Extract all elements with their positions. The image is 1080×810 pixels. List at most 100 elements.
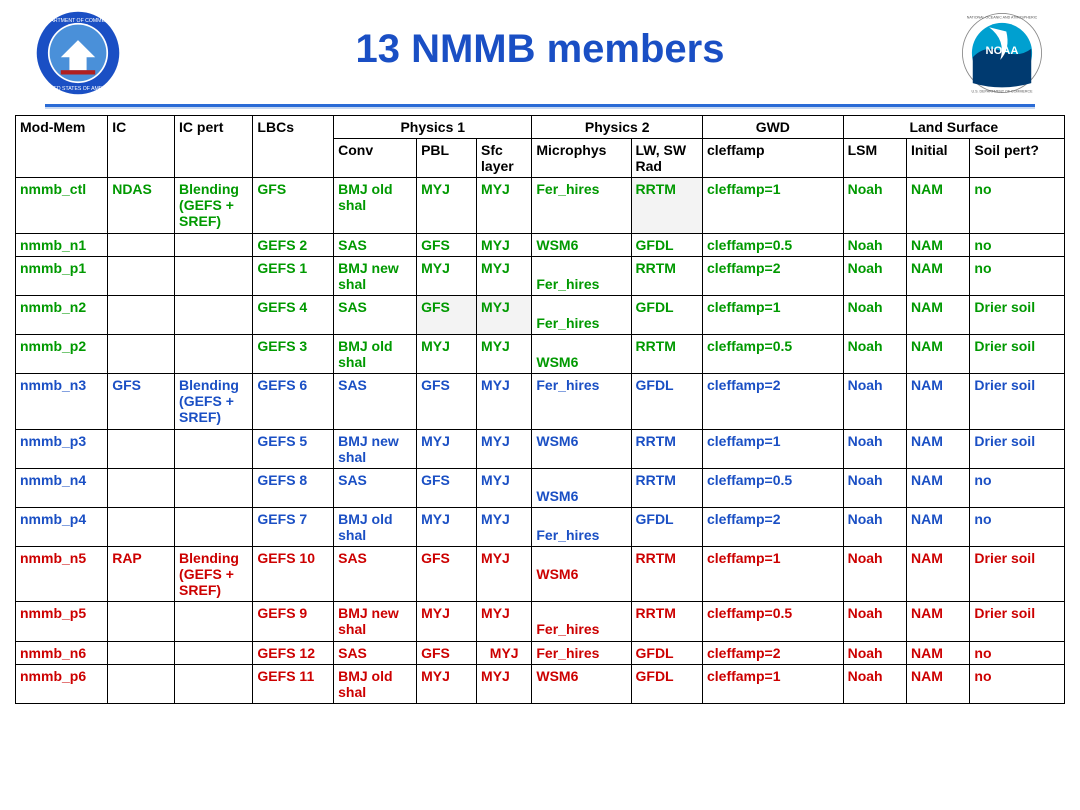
cell-conv: BMJ old shal [334, 335, 417, 374]
svg-text:NATIONAL OCEANIC AND ATMOSPHER: NATIONAL OCEANIC AND ATMOSPHERIC [967, 16, 1038, 20]
cell-sfc: MYJ [477, 374, 532, 429]
cell-mp: WSM6 [532, 233, 631, 256]
cell-mp: Fer_hires [532, 256, 631, 295]
cell-pbl: GFS [417, 547, 477, 602]
cell-mod: nmmb_p6 [16, 664, 108, 703]
cell-pbl: MYJ [417, 429, 477, 468]
cell-soil: Drier soil [970, 547, 1065, 602]
col-lsm: LSM [843, 139, 906, 178]
cell-ic [108, 233, 175, 256]
cell-pbl: MYJ [417, 664, 477, 703]
table-row: nmmb_ctlNDASBlending (GEFS + SREF)GFSBMJ… [16, 178, 1065, 233]
cell-ic [108, 602, 175, 641]
cell-lsm: Noah [843, 547, 906, 602]
cell-soil: no [970, 507, 1065, 546]
cell-mod: nmmb_n4 [16, 468, 108, 507]
cell-gwd: cleffamp=1 [702, 664, 843, 703]
cell-mod: nmmb_p2 [16, 335, 108, 374]
cell-lbc: GEFS 10 [253, 547, 334, 602]
cell-sfc: MYJ [477, 295, 532, 334]
cell-soil: no [970, 641, 1065, 664]
grp-phys1: Physics 1 [334, 116, 532, 139]
col-mp: Microphys [532, 139, 631, 178]
cell-rad: GFDL [631, 641, 702, 664]
cell-lbc: GEFS 6 [253, 374, 334, 429]
grp-phys2: Physics 2 [532, 116, 703, 139]
cell-rad: RRTM [631, 547, 702, 602]
cell-lbc: GEFS 12 [253, 641, 334, 664]
cell-rad: GFDL [631, 233, 702, 256]
col-mod: Mod-Mem [16, 116, 108, 178]
cell-gwd: cleffamp=1 [702, 178, 843, 233]
cell-rad: GFDL [631, 664, 702, 703]
cell-gwd: cleffamp=1 [702, 295, 843, 334]
cell-sfc: MYJ [477, 256, 532, 295]
col-pbl: PBL [417, 139, 477, 178]
cell-soil: Drier soil [970, 374, 1065, 429]
cell-sfc: MYJ [477, 507, 532, 546]
cell-mod: nmmb_ctl [16, 178, 108, 233]
cell-sfc: MYJ [477, 468, 532, 507]
cell-init: NAM [907, 256, 970, 295]
cell-lsm: Noah [843, 335, 906, 374]
cell-gwd: cleffamp=2 [702, 507, 843, 546]
noaa-logo: NOAA NATIONAL OCEANIC AND ATMOSPHERIC U.… [959, 10, 1045, 96]
cell-lbc: GEFS 4 [253, 295, 334, 334]
cell-lbc: GEFS 1 [253, 256, 334, 295]
cell-pbl: GFS [417, 641, 477, 664]
cell-mod: nmmb_p1 [16, 256, 108, 295]
cell-gwd: cleffamp=1 [702, 547, 843, 602]
cell-mp: WSM6 [532, 468, 631, 507]
cell-gwd: cleffamp=2 [702, 374, 843, 429]
cell-mod: nmmb_n2 [16, 295, 108, 334]
cell-pbl: MYJ [417, 335, 477, 374]
cell-mp: Fer_hires [532, 602, 631, 641]
members-table: Mod-Mem IC IC pert LBCs Physics 1 Physic… [15, 115, 1065, 704]
cell-lsm: Noah [843, 374, 906, 429]
cell-lsm: Noah [843, 507, 906, 546]
cell-mod: nmmb_p5 [16, 602, 108, 641]
cell-conv: BMJ old shal [334, 507, 417, 546]
table-row: nmmb_p6GEFS 11BMJ old shalMYJMYJWSM6GFDL… [16, 664, 1065, 703]
cell-soil: Drier soil [970, 429, 1065, 468]
cell-conv: BMJ new shal [334, 429, 417, 468]
cell-rad: RRTM [631, 468, 702, 507]
cell-icp [175, 507, 253, 546]
table-row: nmmb_n1GEFS 2SASGFSMYJWSM6GFDLcleffamp=0… [16, 233, 1065, 256]
cell-rad: RRTM [631, 335, 702, 374]
cell-init: NAM [907, 295, 970, 334]
table-row: nmmb_n2GEFS 4SASGFSMYJFer_hiresGFDLcleff… [16, 295, 1065, 334]
cell-mp: Fer_hires [532, 295, 631, 334]
header: DEPARTMENT OF COMMERCE UNITED STATES OF … [15, 10, 1065, 102]
cell-mp: Fer_hires [532, 507, 631, 546]
col-icp: IC pert [175, 116, 253, 178]
col-conv: Conv [334, 139, 417, 178]
cell-pbl: GFS [417, 468, 477, 507]
cell-init: NAM [907, 547, 970, 602]
cell-conv: BMJ new shal [334, 602, 417, 641]
cell-sfc: MYJ [477, 547, 532, 602]
cell-lbc: GEFS 3 [253, 335, 334, 374]
cell-icp [175, 664, 253, 703]
cell-icp [175, 233, 253, 256]
cell-icp [175, 641, 253, 664]
cell-init: NAM [907, 602, 970, 641]
cell-mp: WSM6 [532, 664, 631, 703]
cell-init: NAM [907, 178, 970, 233]
cell-conv: SAS [334, 295, 417, 334]
cell-ic [108, 664, 175, 703]
cell-sfc: MYJ [477, 429, 532, 468]
svg-text:U.S. DEPARTMENT OF COMMERCE: U.S. DEPARTMENT OF COMMERCE [972, 90, 1034, 94]
cell-mp: WSM6 [532, 429, 631, 468]
table-row: nmmb_p4GEFS 7BMJ old shalMYJMYJFer_hires… [16, 507, 1065, 546]
cell-conv: BMJ old shal [334, 178, 417, 233]
cell-rad: GFDL [631, 374, 702, 429]
cell-conv: SAS [334, 233, 417, 256]
cell-init: NAM [907, 507, 970, 546]
cell-init: NAM [907, 641, 970, 664]
svg-text:DEPARTMENT OF COMMERCE: DEPARTMENT OF COMMERCE [40, 18, 116, 24]
cell-lbc: GEFS 5 [253, 429, 334, 468]
cell-mod: nmmb_n1 [16, 233, 108, 256]
table-row: nmmb_n3GFSBlending (GEFS + SREF)GEFS 6SA… [16, 374, 1065, 429]
cell-conv: BMJ old shal [334, 664, 417, 703]
